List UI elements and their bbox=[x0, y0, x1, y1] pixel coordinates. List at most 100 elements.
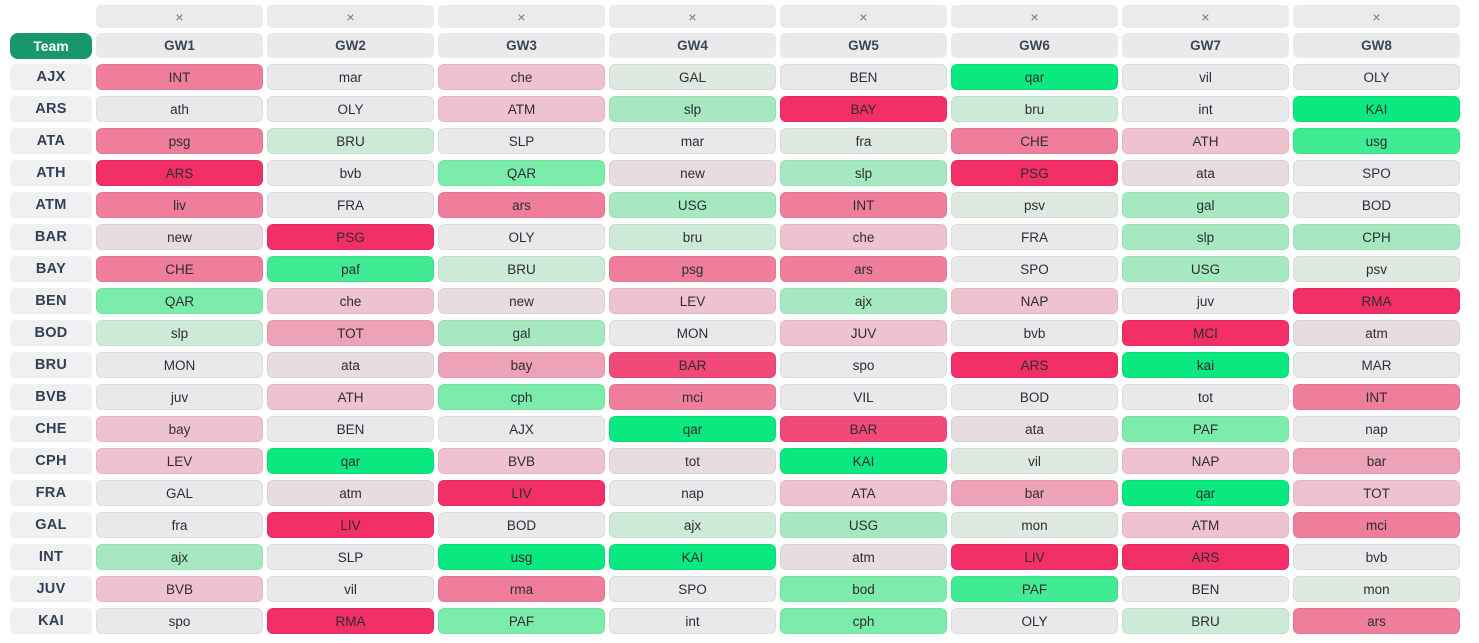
fixture-cell: BEN bbox=[267, 416, 434, 442]
close-column-button[interactable]: × bbox=[951, 5, 1118, 28]
fixture-cell: PAF bbox=[1122, 416, 1289, 442]
fixture-cell: BRU bbox=[438, 256, 605, 282]
fixture-cell: MON bbox=[609, 320, 776, 346]
fixture-cell: bvb bbox=[1293, 544, 1460, 570]
team-row-label: BEN bbox=[10, 288, 92, 314]
gw-header-label: GW8 bbox=[1293, 33, 1460, 58]
fixture-cell: USG bbox=[1122, 256, 1289, 282]
fixture-cell: NAP bbox=[951, 288, 1118, 314]
fixture-cell: qar bbox=[951, 64, 1118, 90]
fixture-cell: PSG bbox=[951, 160, 1118, 186]
gw-header-label: GW5 bbox=[780, 33, 947, 58]
fixture-cell: mci bbox=[609, 384, 776, 410]
fixture-cell: tot bbox=[609, 448, 776, 474]
close-column-button[interactable]: × bbox=[96, 5, 263, 28]
fixture-cell: rma bbox=[438, 576, 605, 602]
fixture-cell: ajx bbox=[609, 512, 776, 538]
fixture-cell: new bbox=[96, 224, 263, 250]
team-fixture-row: INT ajx SLP usg KAI atm LIV ARS bvb bbox=[10, 544, 1479, 570]
team-fixture-row: ATA psg BRU SLP mar fra CHE ATH usg bbox=[10, 128, 1479, 154]
fixture-cell: SPO bbox=[1293, 160, 1460, 186]
fixture-cell: LIV bbox=[438, 480, 605, 506]
fixture-rows: AJX INT mar che GAL BEN qar vil OLY ARS ath OLY ATM s… bbox=[10, 64, 1479, 634]
fixture-cell: cph bbox=[780, 608, 947, 634]
team-fixture-row: BVB juv ATH cph mci VIL BOD tot INT bbox=[10, 384, 1479, 410]
fixture-cell: ajx bbox=[96, 544, 263, 570]
fixture-cell: ATM bbox=[438, 96, 605, 122]
close-buttons-row: × × × × × × × × bbox=[10, 5, 1479, 28]
fixture-cell: qar bbox=[1122, 480, 1289, 506]
team-fixture-row: ATM liv FRA ars USG INT psv gal BOD bbox=[10, 192, 1479, 218]
fixture-cell: NAP bbox=[1122, 448, 1289, 474]
fixture-cell: LEV bbox=[96, 448, 263, 474]
fixture-cell: BAR bbox=[780, 416, 947, 442]
fixture-cell: usg bbox=[1293, 128, 1460, 154]
fixture-cell: SLP bbox=[267, 544, 434, 570]
fixture-cell: ath bbox=[96, 96, 263, 122]
fixture-cell: bar bbox=[1293, 448, 1460, 474]
fixture-cell: ata bbox=[267, 352, 434, 378]
fixture-cell: bvb bbox=[267, 160, 434, 186]
gw-header-label: GW7 bbox=[1122, 33, 1289, 58]
fixture-cell: FRA bbox=[267, 192, 434, 218]
close-column-button[interactable]: × bbox=[1293, 5, 1460, 28]
close-column-button[interactable]: × bbox=[1122, 5, 1289, 28]
fixture-cell: INT bbox=[780, 192, 947, 218]
fixture-cell: OLY bbox=[951, 608, 1118, 634]
fixture-cell: new bbox=[609, 160, 776, 186]
fixture-cell: INT bbox=[96, 64, 263, 90]
fixture-cell: psg bbox=[609, 256, 776, 282]
fixture-cell: usg bbox=[438, 544, 605, 570]
fixture-cell: liv bbox=[96, 192, 263, 218]
fixture-cell: bod bbox=[780, 576, 947, 602]
close-column-button[interactable]: × bbox=[438, 5, 605, 28]
fixture-cell: slp bbox=[1122, 224, 1289, 250]
team-row-label: ATA bbox=[10, 128, 92, 154]
fixture-cell: BOD bbox=[1293, 192, 1460, 218]
fixture-cell: che bbox=[780, 224, 947, 250]
fixture-cell: KAI bbox=[1293, 96, 1460, 122]
fixture-cell: nap bbox=[1293, 416, 1460, 442]
fixture-cell: BRU bbox=[1122, 608, 1289, 634]
fixture-cell: PAF bbox=[951, 576, 1118, 602]
team-row-label: ARS bbox=[10, 96, 92, 122]
fixture-cell: mon bbox=[951, 512, 1118, 538]
gw-header-label: GW4 bbox=[609, 33, 776, 58]
fixture-cell: cph bbox=[438, 384, 605, 410]
fixture-cell: int bbox=[1122, 96, 1289, 122]
fixture-cell: bvb bbox=[951, 320, 1118, 346]
team-row-label: GAL bbox=[10, 512, 92, 538]
fixture-cell: SPO bbox=[609, 576, 776, 602]
team-row-label: BAY bbox=[10, 256, 92, 282]
fixture-cell: new bbox=[438, 288, 605, 314]
fixture-cell: psg bbox=[96, 128, 263, 154]
fixture-cell: MON bbox=[96, 352, 263, 378]
close-column-button[interactable]: × bbox=[609, 5, 776, 28]
fixture-cell: che bbox=[438, 64, 605, 90]
fixture-cell: BEN bbox=[1122, 576, 1289, 602]
fixture-cell: mon bbox=[1293, 576, 1460, 602]
fixture-cell: BEN bbox=[780, 64, 947, 90]
fixture-cell: bar bbox=[951, 480, 1118, 506]
fixture-cell: qar bbox=[267, 448, 434, 474]
close-column-button[interactable]: × bbox=[267, 5, 434, 28]
team-row-label: ATM bbox=[10, 192, 92, 218]
gw-header-label: GW1 bbox=[96, 33, 263, 58]
team-row-label: BAR bbox=[10, 224, 92, 250]
fixture-cell: BOD bbox=[951, 384, 1118, 410]
fixture-cell: vil bbox=[1122, 64, 1289, 90]
team-row-label: INT bbox=[10, 544, 92, 570]
team-header-badge[interactable]: Team bbox=[10, 33, 92, 59]
fixture-cell: ARS bbox=[96, 160, 263, 186]
fixture-cell: vil bbox=[951, 448, 1118, 474]
team-fixture-row: CPH LEV qar BVB tot KAI vil NAP bar bbox=[10, 448, 1479, 474]
fixture-cell: SLP bbox=[438, 128, 605, 154]
fixture-cell: RMA bbox=[1293, 288, 1460, 314]
fixture-cell: int bbox=[609, 608, 776, 634]
close-column-button[interactable]: × bbox=[780, 5, 947, 28]
fixture-cell: fra bbox=[780, 128, 947, 154]
fixture-cell: qar bbox=[609, 416, 776, 442]
fixture-cell: spo bbox=[96, 608, 263, 634]
fixture-cell: MAR bbox=[1293, 352, 1460, 378]
fixture-cell: ata bbox=[1122, 160, 1289, 186]
